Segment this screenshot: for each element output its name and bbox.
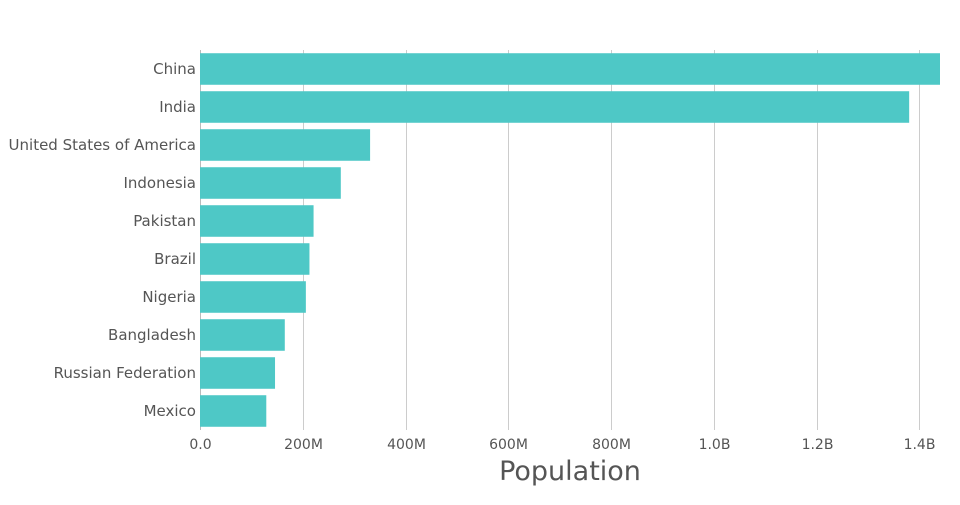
x-tick-label: 400M bbox=[387, 437, 426, 453]
category-label: Brazil bbox=[154, 250, 196, 268]
category-label: China bbox=[153, 60, 196, 78]
bar-indonesia[interactable] bbox=[200, 167, 341, 199]
category-label: Bangladesh bbox=[108, 326, 196, 344]
category-label: Nigeria bbox=[142, 288, 196, 306]
x-tick-label: 800M bbox=[592, 437, 631, 453]
x-tick-labels: 0.0 200M 400M 600M 800M 1.0B 1.2B 1.4B bbox=[189, 437, 935, 453]
x-tick-label: 200M bbox=[284, 437, 323, 453]
bar-russian-federation[interactable] bbox=[200, 357, 276, 389]
bars bbox=[200, 53, 940, 427]
category-label: Mexico bbox=[144, 402, 196, 420]
category-label: Indonesia bbox=[123, 174, 196, 192]
x-axis-title: Population bbox=[499, 456, 641, 487]
category-label: United States of America bbox=[9, 136, 196, 154]
category-label: India bbox=[159, 98, 196, 116]
x-tick-label: 1.0B bbox=[699, 437, 731, 453]
bar-pakistan[interactable] bbox=[200, 205, 314, 237]
bar-mexico[interactable] bbox=[200, 395, 267, 427]
x-tick-label: 0.0 bbox=[189, 437, 211, 453]
bar-india[interactable] bbox=[200, 91, 910, 123]
category-label: Pakistan bbox=[133, 212, 196, 230]
x-tick-label: 600M bbox=[489, 437, 528, 453]
bar-nigeria[interactable] bbox=[200, 281, 306, 313]
category-labels: China India United States of America Indone… bbox=[9, 60, 196, 420]
bar-bangladesh[interactable] bbox=[200, 319, 285, 351]
bar-united-states-of-america[interactable] bbox=[200, 129, 371, 161]
x-tick-label: 1.4B bbox=[904, 437, 936, 453]
bar-china[interactable] bbox=[200, 53, 940, 85]
bar-brazil[interactable] bbox=[200, 243, 310, 275]
category-label: Russian Federation bbox=[54, 364, 196, 382]
x-tick-label: 1.2B bbox=[802, 437, 834, 453]
